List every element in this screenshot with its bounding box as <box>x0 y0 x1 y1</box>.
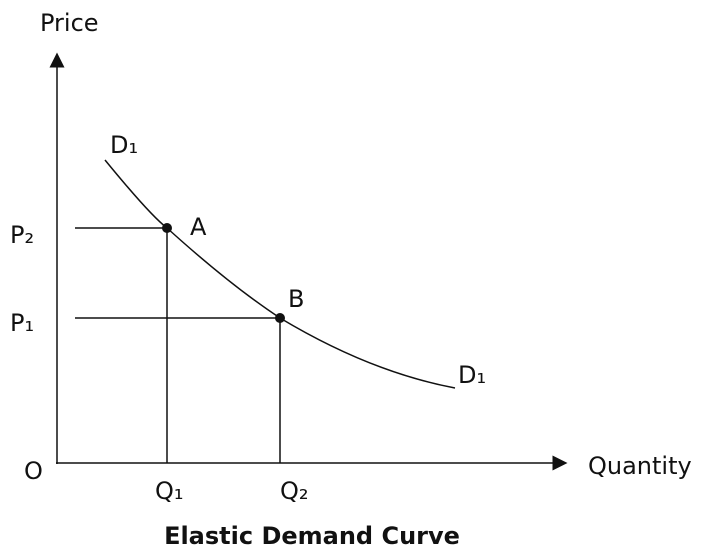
curve-label: D₁ <box>110 131 138 159</box>
price-label: P₁ <box>10 309 34 337</box>
price-label: P₂ <box>10 221 34 249</box>
curve-label: D₁ <box>458 361 486 389</box>
origin-label: O <box>24 457 43 485</box>
demand-curve <box>104 159 456 389</box>
caption: Elastic Demand Curve <box>164 522 460 550</box>
y-axis-label: Price <box>40 9 99 37</box>
quantity-label: Q₁ <box>155 477 184 505</box>
quantity-label: Q₂ <box>280 477 309 505</box>
point <box>275 313 285 323</box>
point-label: A <box>190 213 207 241</box>
x-axis-label: Quantity <box>588 452 692 480</box>
point <box>162 223 172 233</box>
point-label: B <box>288 285 304 313</box>
